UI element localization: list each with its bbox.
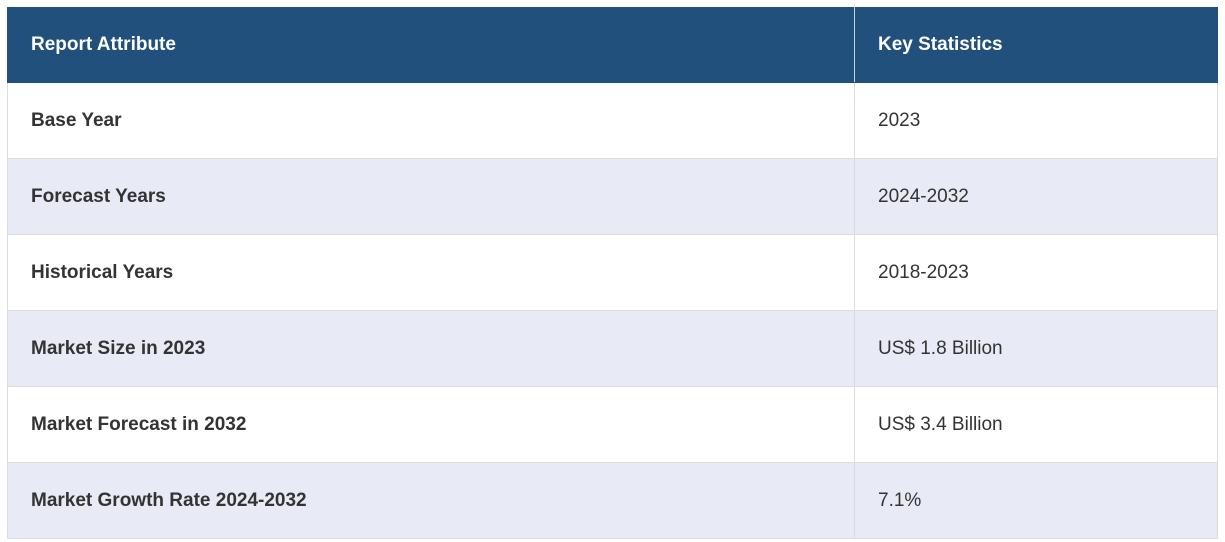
statistic-cell: 2023	[854, 82, 1218, 159]
table-row: Historical Years 2018-2023	[7, 234, 1218, 311]
statistic-cell: US$ 3.4 Billion	[854, 386, 1218, 463]
table-row: Base Year 2023	[7, 82, 1218, 159]
table-row: Market Growth Rate 2024-2032 7.1%	[7, 462, 1218, 539]
attribute-cell: Market Size in 2023	[7, 310, 855, 387]
stats-table: Report Attribute Key Statistics Base Yea…	[7, 7, 1218, 539]
table-row: Market Forecast in 2032 US$ 3.4 Billion	[7, 386, 1218, 463]
attribute-cell: Forecast Years	[7, 158, 855, 235]
statistic-cell: 2018-2023	[854, 234, 1218, 311]
attribute-cell: Base Year	[7, 82, 855, 159]
header-row: Report Attribute Key Statistics	[7, 7, 1218, 83]
attribute-cell: Market Forecast in 2032	[7, 386, 855, 463]
header-cell: Key Statistics	[854, 7, 1218, 83]
table-row: Market Size in 2023 US$ 1.8 Billion	[7, 310, 1218, 387]
header-cell: Report Attribute	[7, 7, 855, 83]
statistic-cell: US$ 1.8 Billion	[854, 310, 1218, 387]
statistic-cell: 2024-2032	[854, 158, 1218, 235]
attribute-cell: Historical Years	[7, 234, 855, 311]
table-header: Report Attribute Key Statistics	[7, 7, 1218, 83]
table-row: Forecast Years 2024-2032	[7, 158, 1218, 235]
table-body: Base Year 2023 Forecast Years 2024-2032 Hist…	[7, 82, 1218, 539]
statistic-cell: 7.1%	[854, 462, 1218, 539]
attribute-cell: Market Growth Rate 2024-2032	[7, 462, 855, 539]
